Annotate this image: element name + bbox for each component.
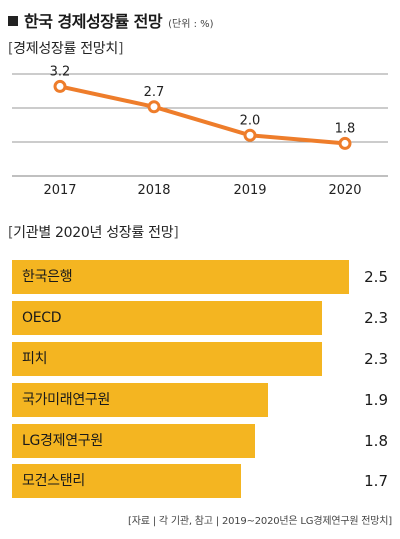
bar-value-label: 1.8 — [364, 432, 388, 450]
unit-note: (단위 : %) — [168, 19, 214, 30]
data-point — [147, 100, 161, 114]
bar — [12, 301, 323, 335]
bar-value-label: 1.9 — [364, 391, 388, 409]
bar-row: OECD 2.3 — [12, 301, 392, 335]
bar-row: LG경제연구원 1.8 — [12, 424, 392, 458]
bar-category-label: OECD — [22, 310, 62, 326]
bar-value-label: 1.7 — [364, 472, 388, 490]
data-point — [338, 136, 352, 150]
bar-value-label: 2.3 — [364, 309, 388, 327]
line-chart-label: [경제성장률 전망치] — [8, 38, 123, 58]
bar-chart-label: [기관별 2020년 성장률 전망] — [8, 222, 179, 242]
growth-line-chart: 3.2 2017 2.7 2018 2.0 2019 1.8 2020 — [12, 64, 388, 198]
data-label: 3.2 — [50, 64, 71, 79]
data-label: 2.0 — [240, 113, 261, 128]
chart-header: 한국 경제성장률 전망 (단위 : %) — [8, 8, 214, 32]
bar-value-label: 2.3 — [364, 350, 388, 368]
page-title: 한국 경제성장률 전망 — [24, 12, 163, 31]
bar-row: 국가미래연구원 1.9 — [12, 383, 392, 417]
x-tick-label: 2019 — [233, 183, 266, 198]
bracket-open: [ — [8, 41, 14, 57]
bar-row: 한국은행 2.5 — [12, 260, 392, 294]
x-tick-label: 2018 — [137, 183, 170, 198]
bracket-open: [ — [8, 225, 14, 241]
growth-series-line — [58, 84, 347, 146]
bar-category-label: 한국은행 — [22, 269, 73, 285]
x-tick-label: 2020 — [328, 183, 361, 198]
bar — [12, 260, 349, 294]
x-tick-label: 2017 — [43, 183, 76, 198]
bar — [12, 342, 323, 376]
bar-category-label: 모건스탠리 — [22, 473, 85, 489]
bar-category-label: 국가미래연구원 — [22, 392, 111, 408]
square-bullet-icon — [8, 16, 18, 26]
bar-row: 피치 2.3 — [12, 342, 392, 376]
bar-category-label: LG경제연구원 — [22, 433, 103, 449]
bar — [12, 424, 255, 458]
source-note: [자료 | 각 기관, 참고 | 2019~2020년은 LG경제연구원 전망치… — [128, 516, 392, 527]
bar-row: 모건스탠리 1.7 — [12, 464, 392, 498]
line-chart-label-text: 경제성장률 전망치 — [13, 41, 118, 57]
data-label: 2.7 — [144, 85, 165, 100]
bar — [12, 383, 269, 417]
bar-category-label: 피치 — [22, 351, 48, 367]
bracket-close: ] — [173, 225, 179, 241]
bar-value-label: 2.5 — [364, 268, 388, 286]
bar — [12, 464, 242, 498]
bracket-close: ] — [117, 41, 124, 57]
data-label: 1.8 — [335, 121, 356, 136]
data-point — [53, 79, 67, 93]
bar-chart-label-text: 기관별 2020년 성장률 전망 — [13, 225, 174, 241]
data-point — [243, 128, 257, 142]
